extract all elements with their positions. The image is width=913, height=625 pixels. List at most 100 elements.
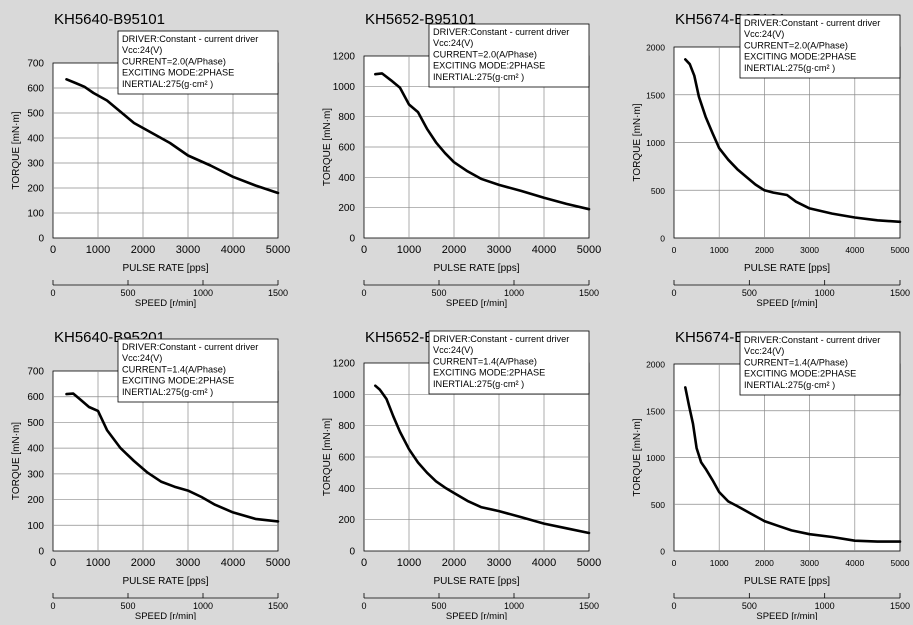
x-tick-label: 3000 — [800, 245, 819, 255]
y-tick-label: 1200 — [333, 359, 356, 370]
y-tick-label: 100 — [27, 209, 44, 220]
speed-tick-label: 1000 — [815, 288, 835, 298]
speed-axis-label: SPEED [r/min] — [756, 611, 817, 620]
speed-tick-label: 1000 — [815, 601, 835, 611]
x-tick-label: 1000 — [86, 557, 110, 569]
x-axis-label: PULSE RATE [pps] — [744, 263, 830, 274]
x-tick-label: 0 — [361, 244, 367, 256]
y-tick-label: 200 — [338, 515, 355, 526]
x-tick-label: 3000 — [487, 244, 511, 256]
y-tick-label: 600 — [27, 392, 44, 403]
y-tick-label: 700 — [27, 367, 44, 378]
y-tick-label: 1000 — [646, 453, 665, 463]
speed-tick-label: 1500 — [268, 601, 288, 611]
y-tick-label: 0 — [660, 234, 665, 244]
y-tick-label: 400 — [27, 444, 44, 455]
info-line: CURRENT=1.4(A/Phase) — [122, 364, 226, 374]
y-tick-label: 1000 — [333, 390, 356, 401]
x-tick-label: 2000 — [755, 558, 774, 568]
speed-tick-label: 0 — [361, 288, 366, 298]
x-tick-label: 1000 — [397, 557, 421, 569]
x-tick-label: 0 — [672, 245, 677, 255]
info-line: CURRENT=1.4(A/Phase) — [433, 356, 537, 366]
x-tick-label: 5000 — [577, 244, 601, 256]
y-tick-label: 400 — [338, 484, 355, 495]
x-tick-label: 0 — [50, 244, 56, 256]
info-line: DRIVER:Constant - current driver — [433, 27, 569, 37]
y-tick-label: 1000 — [646, 138, 665, 148]
y-tick-label: 700 — [27, 59, 44, 70]
y-tick-label: 0 — [38, 547, 44, 558]
y-tick-label: 400 — [338, 173, 355, 184]
x-axis-label: PULSE RATE [pps] — [434, 263, 520, 274]
x-tick-label: 1000 — [397, 244, 421, 256]
speed-tick-label: 500 — [120, 288, 135, 298]
y-tick-label: 1500 — [646, 90, 665, 100]
y-tick-label: 200 — [27, 184, 44, 195]
info-line: DRIVER:Constant - current driver — [122, 342, 258, 352]
info-line: Vcc:24(V) — [744, 346, 784, 356]
info-line: INERTIAL:275(g·cm² ) — [433, 379, 524, 389]
info-line: EXCITING MODE:2PHASE — [744, 52, 856, 62]
speed-tick-label: 1000 — [193, 601, 213, 611]
info-line: CURRENT=1.4(A/Phase) — [744, 357, 848, 367]
x-tick-label: 4000 — [532, 244, 556, 256]
driver-info-box: DRIVER:Constant - current driverVcc:24(V… — [428, 330, 590, 395]
speed-tick-label: 0 — [361, 601, 366, 611]
x-tick-label: 4000 — [845, 245, 864, 255]
y-tick-label: 2000 — [646, 360, 665, 370]
info-line: CURRENT=2.0(A/Phase) — [744, 40, 848, 50]
torque-curve — [373, 72, 591, 211]
x-tick-label: 3000 — [176, 557, 200, 569]
speed-tick-label: 1500 — [579, 288, 599, 298]
speed-axis-label: SPEED [r/min] — [135, 611, 196, 620]
x-tick-label: 2000 — [442, 557, 466, 569]
driver-info-box: DRIVER:Constant - current driverVcc:24(V… — [117, 338, 279, 403]
info-line: INERTIAL:275(g·cm² ) — [433, 72, 524, 82]
info-line: Vcc:24(V) — [744, 29, 784, 39]
x-tick-label: 1000 — [86, 244, 110, 256]
speed-tick-label: 500 — [431, 601, 446, 611]
speed-tick-label: 1000 — [504, 288, 524, 298]
speed-axis-label: SPEED [r/min] — [446, 298, 507, 309]
y-axis-label: TORQUE [mN·m] — [632, 418, 643, 496]
y-tick-label: 1000 — [333, 82, 356, 93]
y-axis-label: TORQUE [mN·m] — [322, 418, 333, 496]
y-axis-label: TORQUE [mN·m] — [11, 422, 22, 500]
x-tick-label: 2000 — [755, 245, 774, 255]
y-tick-label: 600 — [338, 453, 355, 464]
x-tick-label: 2000 — [131, 244, 155, 256]
speed-tick-label: 1000 — [193, 288, 213, 298]
driver-info-box: DRIVER:Constant - current driverVcc:24(V… — [428, 23, 590, 88]
y-tick-label: 600 — [338, 143, 355, 154]
info-box-frame — [428, 23, 590, 88]
x-tick-label: 5000 — [266, 557, 290, 569]
y-tick-label: 500 — [651, 500, 665, 510]
y-tick-label: 300 — [27, 159, 44, 170]
speed-tick-label: 500 — [742, 601, 757, 611]
info-box-frame — [117, 338, 279, 403]
y-tick-label: 0 — [349, 234, 355, 245]
info-line: INERTIAL:275(g·cm² ) — [122, 387, 213, 397]
x-tick-label: 5000 — [891, 558, 910, 568]
info-line: EXCITING MODE:2PHASE — [122, 68, 234, 78]
speed-axis-label: SPEED [r/min] — [135, 298, 196, 309]
y-tick-label: 500 — [651, 186, 665, 196]
y-tick-label: 100 — [27, 521, 44, 532]
x-tick-label: 5000 — [577, 557, 601, 569]
y-tick-label: 0 — [349, 547, 355, 558]
x-axis-label: PULSE RATE [pps] — [434, 576, 520, 587]
info-line: Vcc:24(V) — [433, 345, 473, 355]
y-tick-label: 0 — [38, 234, 44, 245]
torque-curve — [65, 392, 280, 523]
chart-1: KH5640-B95101 0 100 200 300 400 500 600 700 0 1000… — [11, 11, 290, 309]
x-tick-label: 4000 — [221, 557, 245, 569]
x-tick-label: 0 — [672, 558, 677, 568]
info-box-frame — [739, 14, 901, 79]
info-line: DRIVER:Constant - current driver — [744, 18, 880, 28]
y-tick-label: 300 — [27, 469, 44, 480]
